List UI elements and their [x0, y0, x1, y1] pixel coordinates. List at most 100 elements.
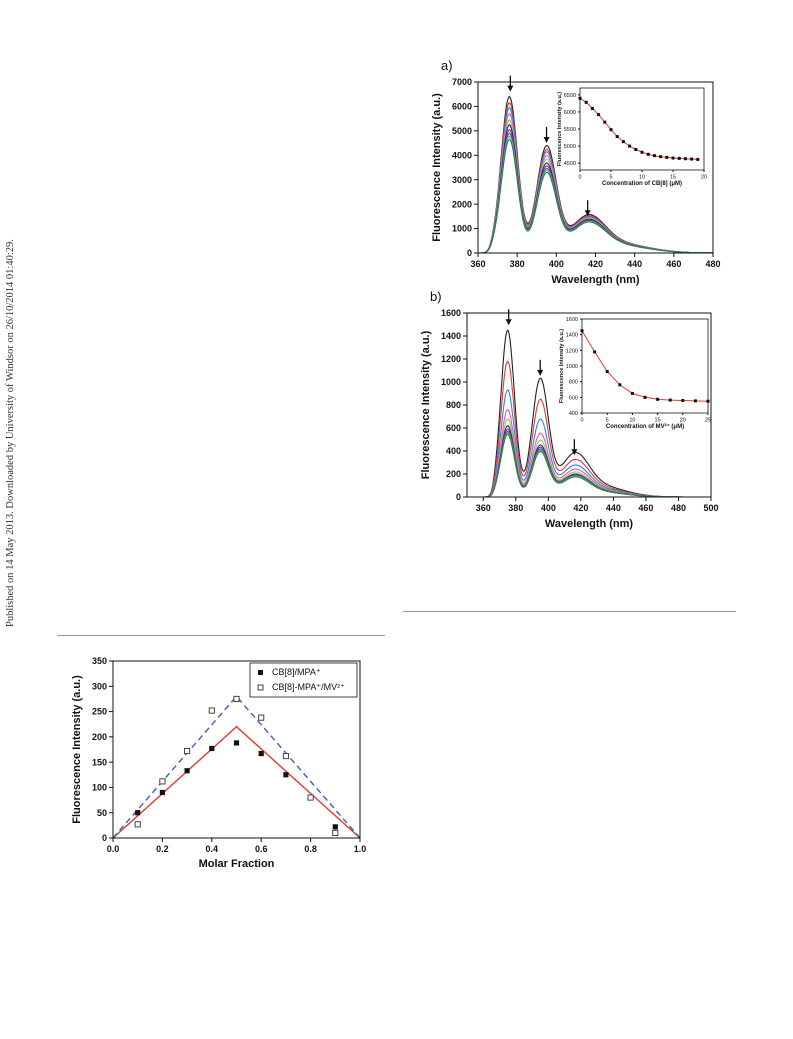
job-plot-panel: 0.0 0.2 0.4 0.6 0.8 1.0 0 50 100 150 200 250 300 350 M…: [71, 656, 366, 870]
inset-x-axis-title: Concentration of CB[8] (μM): [602, 181, 682, 187]
inset-point: [646, 152, 650, 156]
data-point: [184, 747, 191, 755]
inset-background: [580, 88, 704, 170]
y-tick-label: 400: [569, 411, 578, 417]
y-tick-label: 1600: [441, 308, 461, 318]
data-point: [332, 829, 339, 836]
y-tick-label: 1200: [566, 348, 578, 354]
data-point: [283, 772, 289, 778]
legend-label: CB[8]-MPA⁺/MV²⁺: [272, 682, 345, 692]
y-tick-label: 600: [446, 423, 461, 433]
data-point: [159, 778, 166, 785]
inset-point: [677, 156, 681, 160]
legend-marker: [258, 670, 263, 675]
x-tick-label: 1.0: [354, 844, 367, 854]
x-tick-label: 0.2: [156, 844, 169, 854]
y-tick-label: 800: [569, 380, 578, 386]
legend: CB[8]/MPA⁺ CB[8]-MPA⁺/MV²⁺: [249, 662, 358, 698]
inset-background: [582, 319, 708, 413]
inset-point: [609, 128, 613, 132]
x-tick-label: 20: [680, 418, 686, 424]
data-point: [135, 810, 141, 816]
y-tick-label: 1600: [566, 317, 578, 323]
x-tick-label: 420: [573, 503, 588, 513]
y-tick-label: 6000: [452, 102, 472, 112]
spectrum-line: [478, 138, 713, 254]
legend-label: CB[8]/MPA⁺: [272, 667, 321, 677]
inset-y-axis-title: Fluorescence Intensity (a.u.): [557, 92, 563, 166]
spectra-panel-0: 360 380 400 420 440 460 4800100020003000400050…: [431, 58, 721, 286]
y-tick-label: 5500: [564, 127, 576, 133]
inset-point: [640, 150, 644, 154]
inset-point: [590, 107, 594, 110]
data-point: [233, 740, 240, 746]
data-point: [307, 794, 314, 801]
y-tick-label: 5000: [452, 126, 472, 136]
y-tick-label: 3000: [452, 175, 472, 185]
x-tick-label: 460: [638, 503, 653, 513]
x-tick-label: 380: [510, 259, 525, 269]
decrease-arrowhead: [571, 449, 578, 456]
y-tick-label: 1200: [441, 354, 461, 364]
x-axis-title: Wavelength (nm): [551, 274, 640, 286]
inset-point: [605, 369, 609, 373]
x-tick-label: 10: [629, 418, 635, 424]
y-tick-label: 50: [97, 808, 107, 818]
x-tick-label: 400: [549, 259, 564, 269]
y-tick-label: 0: [102, 833, 107, 843]
inset-point: [659, 155, 663, 159]
data-point: [184, 768, 190, 774]
inset-point: [628, 144, 632, 148]
decrease-arrowhead: [584, 210, 591, 217]
y-tick-label: 200: [446, 469, 461, 479]
inset-point: [603, 120, 607, 124]
inset-point: [665, 155, 669, 159]
x-tick-label: 0: [580, 418, 583, 424]
data-point: [258, 714, 265, 721]
x-tick-label: 460: [666, 259, 681, 269]
y-tick-label: 200: [92, 732, 107, 742]
y-tick-label: 0: [467, 248, 472, 258]
decrease-arrowhead: [505, 319, 512, 326]
x-tick-label: 420: [588, 259, 603, 269]
data-point: [258, 750, 264, 757]
y-tick-label: 350: [92, 656, 107, 666]
x-tick-label: 360: [476, 503, 491, 513]
inset-point: [630, 391, 634, 395]
y-axis-title: Fluorescence Intensity (a.u.): [431, 93, 443, 242]
inset-point: [656, 397, 660, 401]
x-tick-label: 15: [655, 418, 661, 424]
data-point: [134, 821, 141, 828]
y-tick-label: 1400: [566, 333, 578, 339]
y-tick-label: 4000: [452, 150, 472, 160]
inset-point: [643, 395, 647, 399]
data-point: [159, 789, 165, 796]
x-tick-label: 480: [705, 259, 720, 269]
inset-chart: 0 5 10 15 20 25 400 600 800 1000 1200 1400 1600 Conce…: [559, 317, 711, 430]
spectrum-line: [467, 418, 711, 498]
decrease-arrowhead: [507, 85, 514, 92]
inset-point: [652, 154, 656, 158]
y-tick-label: 400: [446, 446, 461, 456]
y-tick-label: 800: [446, 400, 461, 410]
x-tick-label: 25: [705, 418, 711, 424]
inset-point: [671, 156, 675, 160]
data-point: [209, 745, 215, 752]
inset-y-axis-title: Fluorescence Intensity (a.u.): [559, 329, 565, 403]
fit-line: [112, 695, 361, 839]
x-tick-label: 0.4: [206, 844, 219, 854]
x-axis-title: Wavelength (nm): [545, 518, 634, 530]
y-tick-label: 0: [456, 492, 461, 502]
y-tick-label: 2000: [452, 199, 472, 209]
spectra-panel-1: 360 380 400 420 440 460 480 5000200400600800100…: [420, 289, 719, 530]
y-tick-label: 1000: [441, 377, 461, 387]
y-tick-label: 250: [92, 707, 107, 717]
fit-line: [112, 725, 361, 839]
inset-point: [681, 398, 685, 402]
inset-point: [696, 157, 700, 161]
y-axis-title: Fluorescence Intensity (a.u.): [420, 330, 432, 479]
inset-point: [693, 399, 697, 403]
inset-point: [618, 383, 622, 387]
spectrum-line: [467, 408, 711, 498]
